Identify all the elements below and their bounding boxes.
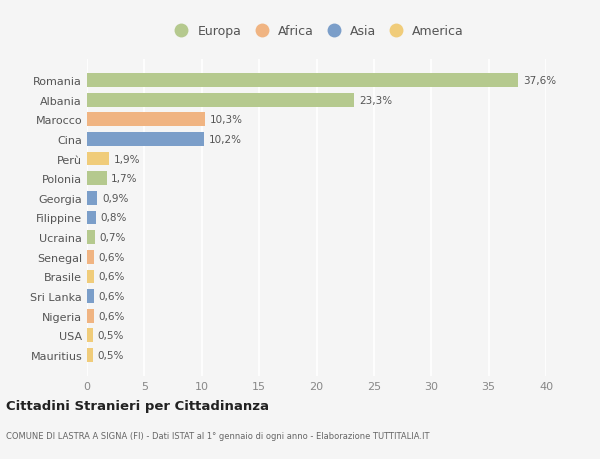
Bar [87,74,518,88]
Text: 0,9%: 0,9% [102,193,128,203]
Text: 10,2%: 10,2% [209,134,242,145]
Legend: Europa, Africa, Asia, America: Europa, Africa, Asia, America [165,22,468,42]
Text: 0,7%: 0,7% [100,233,126,243]
Bar [87,172,107,186]
Bar [87,309,94,323]
Bar [87,191,97,205]
Text: COMUNE DI LASTRA A SIGNA (FI) - Dati ISTAT al 1° gennaio di ogni anno - Elaboraz: COMUNE DI LASTRA A SIGNA (FI) - Dati IST… [6,431,430,441]
Text: Cittadini Stranieri per Cittadinanza: Cittadini Stranieri per Cittadinanza [6,399,269,412]
Text: 1,9%: 1,9% [113,154,140,164]
Text: 10,3%: 10,3% [210,115,243,125]
Text: 0,6%: 0,6% [98,272,125,282]
Text: 37,6%: 37,6% [523,76,556,86]
Bar [87,329,93,342]
Text: 1,7%: 1,7% [111,174,137,184]
Bar [87,133,204,146]
Text: 0,6%: 0,6% [98,252,125,262]
Bar [87,113,205,127]
Text: 23,3%: 23,3% [359,95,392,106]
Bar [87,348,93,362]
Text: 0,6%: 0,6% [98,311,125,321]
Text: 0,6%: 0,6% [98,291,125,302]
Text: 0,5%: 0,5% [97,330,124,341]
Bar [87,94,355,107]
Bar [87,152,109,166]
Bar [87,211,96,225]
Bar [87,250,94,264]
Text: 0,5%: 0,5% [97,350,124,360]
Bar [87,231,95,245]
Bar [87,290,94,303]
Bar [87,270,94,284]
Text: 0,8%: 0,8% [101,213,127,223]
